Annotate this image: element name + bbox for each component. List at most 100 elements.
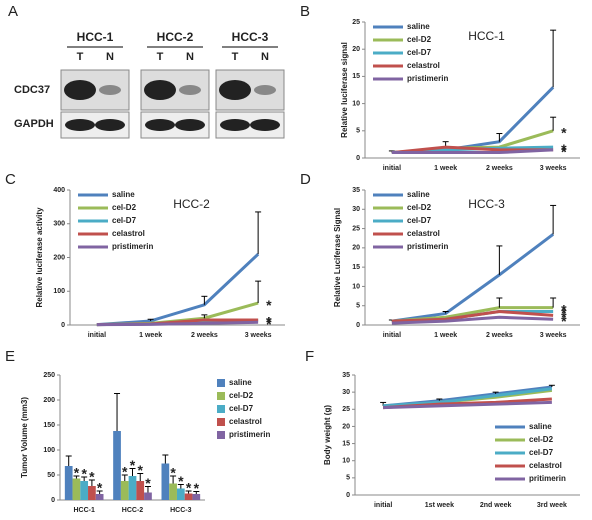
bar bbox=[161, 463, 170, 500]
legend-label: celastrol bbox=[407, 61, 440, 70]
lane-label: T bbox=[77, 51, 84, 63]
legend-label: celastrol bbox=[407, 229, 440, 238]
error-bar bbox=[65, 455, 72, 466]
legend-label: celastrol bbox=[229, 417, 262, 426]
legend-label: cel-D2 bbox=[112, 203, 137, 212]
band bbox=[64, 80, 96, 100]
legend-label: saline bbox=[407, 190, 430, 199]
band bbox=[175, 119, 205, 131]
error-bar bbox=[492, 391, 499, 394]
y-tick-label: 0 bbox=[61, 322, 65, 329]
error-bar bbox=[201, 295, 208, 305]
band bbox=[144, 80, 176, 100]
significance: * bbox=[170, 465, 176, 481]
error-bar bbox=[114, 393, 121, 431]
line bbox=[391, 148, 554, 155]
significance: * bbox=[130, 457, 136, 473]
y-axis-label: Relative luciferase signal bbox=[340, 42, 349, 138]
error-bar bbox=[162, 454, 169, 464]
error-bar bbox=[255, 280, 262, 304]
significance: * bbox=[194, 480, 200, 496]
error-bar bbox=[185, 490, 192, 494]
y-tick-label: 0 bbox=[356, 322, 360, 329]
significance: * bbox=[74, 465, 80, 481]
error-bar bbox=[193, 491, 200, 494]
error-bar bbox=[144, 486, 151, 493]
legend-label: saline bbox=[229, 378, 252, 387]
x-tick-label: HCC-1 bbox=[73, 507, 94, 514]
significance: * bbox=[122, 464, 128, 480]
legend-label: cel-D2 bbox=[229, 391, 254, 400]
significance: * bbox=[561, 313, 567, 329]
y-axis-label: Body weight (g) bbox=[323, 405, 332, 465]
error-bar bbox=[550, 116, 557, 131]
band bbox=[95, 119, 125, 131]
significance: * bbox=[266, 316, 272, 332]
lane-label: T bbox=[157, 51, 164, 63]
error-bar bbox=[550, 29, 557, 88]
x-tick-label: initial bbox=[383, 165, 401, 172]
x-tick-label: 3 weeks bbox=[245, 332, 272, 339]
y-tick-label: 25 bbox=[352, 19, 360, 26]
y-tick-label: 20 bbox=[352, 245, 360, 252]
legend-label: cel-D2 bbox=[529, 435, 554, 444]
error-bar bbox=[436, 398, 443, 401]
x-tick-label: 3rd week bbox=[537, 502, 567, 509]
y-tick-label: 10 bbox=[342, 458, 350, 465]
error-bar bbox=[496, 297, 503, 308]
y-tick-label: 250 bbox=[43, 372, 55, 379]
x-tick-label: 3 weeks bbox=[540, 332, 567, 339]
significance: * bbox=[186, 480, 192, 496]
legend-label: pristimerin bbox=[229, 430, 270, 439]
bar bbox=[72, 478, 81, 500]
significance: * bbox=[561, 141, 567, 157]
group-label: HCC-3 bbox=[232, 30, 269, 44]
y-axis-label: Relative luciferase activity bbox=[35, 207, 44, 308]
line bbox=[391, 309, 554, 323]
legend-swatch bbox=[217, 431, 225, 439]
group-label: HCC-2 bbox=[157, 30, 194, 44]
significance: * bbox=[266, 297, 272, 313]
panel-label: D bbox=[300, 171, 311, 188]
line bbox=[96, 320, 259, 327]
legend-label: cel-D7 bbox=[112, 216, 137, 225]
error-bar bbox=[177, 484, 184, 489]
legend-label: pristimerin bbox=[112, 242, 153, 251]
y-axis-label: Relative Luciferase Signal bbox=[333, 208, 342, 307]
x-tick-label: HCC-3 bbox=[170, 507, 191, 514]
legend-label: pristimerin bbox=[407, 242, 448, 251]
y-tick-label: 5 bbox=[356, 303, 360, 310]
chart-title: HCC-3 bbox=[468, 197, 505, 211]
x-tick-label: 3 weeks bbox=[540, 165, 567, 172]
legend-label: cel-D2 bbox=[407, 203, 432, 212]
panel-label: F bbox=[305, 348, 314, 365]
x-tick-label: initial bbox=[383, 332, 401, 339]
line bbox=[391, 315, 554, 325]
y-tick-label: 0 bbox=[356, 155, 360, 162]
legend-label: cel-D7 bbox=[229, 404, 254, 413]
bar bbox=[192, 494, 201, 500]
y-tick-label: 150 bbox=[43, 422, 55, 429]
error-bar bbox=[88, 479, 95, 486]
lane-label: N bbox=[106, 51, 114, 63]
error-bar bbox=[548, 384, 555, 387]
legend-label: celastrol bbox=[529, 461, 562, 470]
x-tick-label: 1st week bbox=[425, 502, 454, 509]
y-tick-label: 0 bbox=[346, 492, 350, 499]
error-bar bbox=[255, 211, 262, 255]
band bbox=[65, 119, 95, 131]
bar bbox=[120, 481, 129, 500]
x-tick-label: initial bbox=[88, 332, 106, 339]
legend-label: saline bbox=[407, 22, 430, 31]
bar bbox=[144, 492, 152, 500]
line bbox=[391, 86, 555, 155]
y-tick-label: 100 bbox=[43, 447, 55, 454]
legend-label: saline bbox=[529, 422, 552, 431]
significance: * bbox=[561, 305, 567, 321]
chart-title: HCC-2 bbox=[173, 197, 210, 211]
line bbox=[383, 387, 553, 408]
significance: * bbox=[89, 469, 95, 485]
lane-label: N bbox=[186, 51, 194, 63]
y-tick-label: 10 bbox=[352, 100, 360, 107]
x-tick-label: 2nd week bbox=[480, 502, 512, 509]
